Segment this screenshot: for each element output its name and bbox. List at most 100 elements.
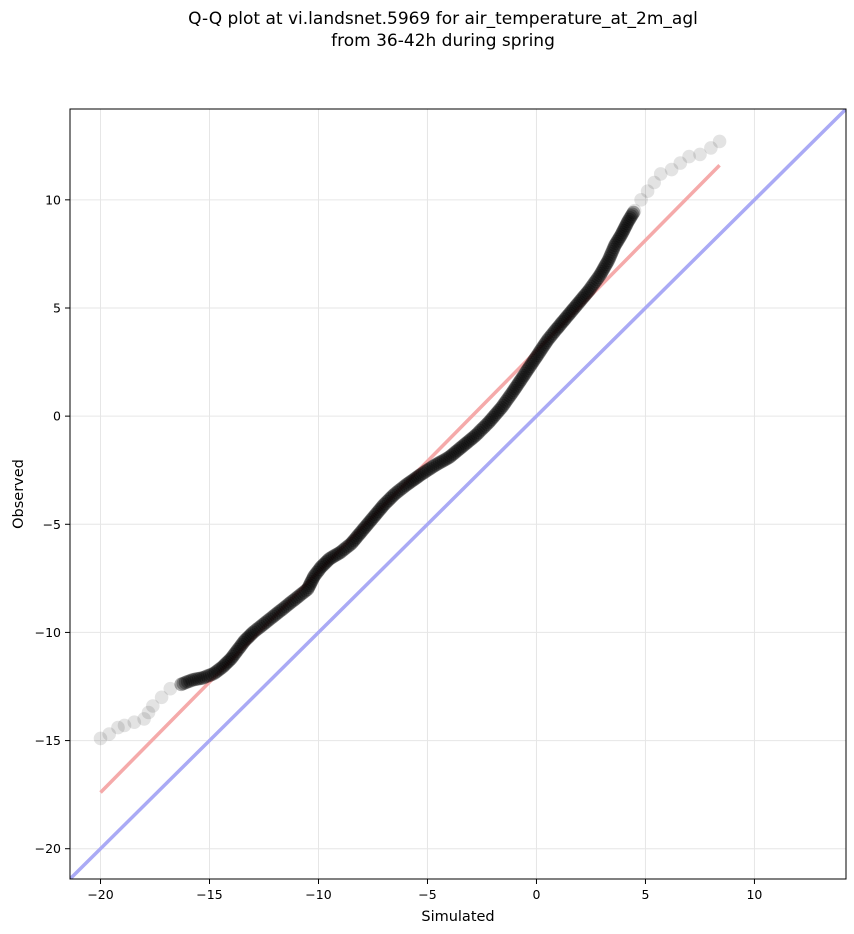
data-point-97	[318, 556, 332, 570]
data-point-23	[202, 668, 217, 683]
data-point-188	[467, 430, 481, 444]
data-point-174	[444, 449, 458, 463]
data-point-313	[626, 205, 641, 220]
data-point-150	[400, 477, 415, 491]
data-point-270	[579, 287, 593, 301]
data-point-1	[102, 727, 116, 741]
data-point-154	[407, 472, 422, 487]
data-point-288	[601, 253, 616, 268]
data-point-149	[398, 478, 413, 493]
data-point-322	[693, 147, 707, 162]
data-point-250	[552, 319, 566, 334]
data-point-26	[208, 665, 223, 679]
data-point-268	[576, 290, 591, 305]
data-point-85	[303, 576, 318, 591]
data-point-175	[445, 447, 460, 462]
data-point-91	[310, 565, 324, 580]
data-point-109	[338, 541, 353, 555]
data-point-122	[358, 520, 372, 535]
data-point-296	[609, 236, 623, 251]
data-point-10	[174, 677, 188, 692]
data-point-262	[568, 300, 582, 314]
data-point-90	[308, 567, 323, 582]
data-point-87	[305, 573, 320, 587]
data-point-245	[544, 328, 559, 342]
data-point-152	[404, 474, 418, 489]
chart-title-line-1: Q-Q plot at vi.landsnet.5969 for air_tem…	[188, 9, 698, 29]
data-point-244	[543, 330, 558, 344]
data-point-269	[577, 288, 592, 303]
data-point-195	[478, 419, 493, 433]
data-point-242	[540, 333, 555, 348]
data-point-42	[232, 641, 246, 655]
data-point-79	[295, 586, 309, 601]
data-point-66	[271, 605, 286, 619]
data-point-181	[455, 439, 470, 454]
data-point-209	[498, 395, 513, 409]
data-point-18	[191, 671, 206, 686]
data-points	[93, 134, 727, 746]
data-point-221	[514, 372, 528, 387]
data-point-171	[438, 452, 453, 467]
data-point-276	[587, 276, 601, 290]
data-point-56	[253, 619, 268, 634]
data-point-289	[602, 251, 617, 265]
data-point-183	[458, 436, 473, 451]
data-point-84	[302, 578, 317, 593]
data-point-141	[384, 490, 399, 504]
data-point-33	[220, 655, 234, 670]
data-point-207	[496, 398, 510, 413]
data-point-43	[233, 639, 248, 654]
data-point-70	[279, 599, 293, 614]
data-point-96	[316, 557, 331, 572]
data-point-275	[586, 278, 600, 292]
data-point-138	[380, 494, 394, 509]
data-point-38	[227, 648, 241, 662]
data-point-308	[621, 214, 635, 229]
data-point-81	[299, 583, 313, 598]
data-point-248	[549, 322, 563, 337]
data-point-52	[246, 625, 260, 640]
data-point-36	[224, 651, 239, 666]
data-point-51	[244, 627, 259, 641]
data-point-318	[653, 167, 668, 181]
data-point-72	[282, 596, 297, 611]
data-point-215	[506, 383, 521, 398]
data-point-254	[557, 313, 572, 327]
data-point-314	[627, 203, 642, 218]
data-point-187	[465, 431, 480, 446]
data-point-295	[608, 238, 622, 253]
data-point-234	[530, 348, 545, 363]
data-point-227	[521, 361, 536, 376]
data-point-40	[229, 644, 244, 659]
data-point-267	[575, 292, 589, 306]
data-point-92	[311, 564, 325, 578]
data-point-178	[450, 443, 465, 458]
data-point-196	[480, 417, 494, 432]
data-point-24	[204, 667, 219, 682]
data-point-198	[483, 414, 497, 428]
data-point-282	[595, 265, 609, 279]
data-point-128	[366, 511, 380, 525]
data-point-191	[471, 425, 486, 440]
chart-title-line-2: from 36-42h during spring	[331, 31, 555, 51]
data-point-176	[447, 446, 462, 461]
data-point-50	[243, 628, 257, 643]
data-point-294	[607, 240, 621, 255]
x-tick-label-6: 10	[746, 887, 762, 902]
y-tick-label-3: −5	[43, 517, 61, 532]
data-point-31	[217, 658, 231, 673]
data-point-172	[440, 451, 455, 466]
data-point-106	[333, 545, 348, 560]
data-point-107	[335, 544, 349, 558]
data-point-300	[613, 229, 628, 244]
data-point-312	[625, 207, 640, 222]
data-point-224	[518, 367, 532, 381]
data-point-253	[556, 314, 570, 329]
data-point-156	[410, 470, 425, 484]
data-point-115	[348, 532, 363, 546]
data-point-29	[214, 661, 228, 676]
x-tick-label-1: −15	[196, 887, 222, 902]
data-point-213	[504, 387, 518, 402]
x-tick-label-0: −20	[87, 887, 113, 902]
